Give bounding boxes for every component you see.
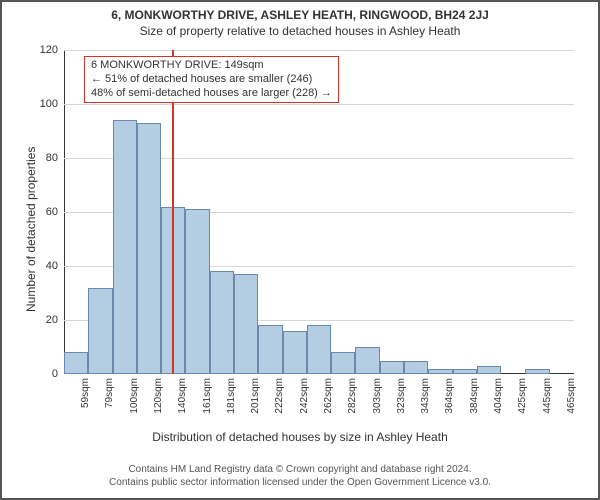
histogram-bar <box>185 209 209 374</box>
gridline <box>64 50 574 51</box>
x-tick-label: 120sqm <box>153 374 164 414</box>
y-tick-label: 100 <box>40 98 64 110</box>
histogram-bar <box>380 361 404 375</box>
reference-info-box: 6 MONKWORTHY DRIVE: 149sqm ← 51% of deta… <box>84 56 339 103</box>
x-axis-label: Distribution of detached houses by size … <box>2 430 598 444</box>
histogram-bar <box>137 123 161 374</box>
x-tick-label: 364sqm <box>444 374 455 414</box>
info-line-2: ← 51% of detached houses are smaller (24… <box>91 73 332 87</box>
footer: Contains HM Land Registry data © Crown c… <box>2 464 598 489</box>
x-tick-label: 303sqm <box>372 374 383 414</box>
histogram-bar <box>64 352 88 374</box>
histogram-bar <box>331 352 355 374</box>
x-tick-label: 445sqm <box>542 374 553 414</box>
chart-title: 6, MONKWORTHY DRIVE, ASHLEY HEATH, RINGW… <box>2 2 598 22</box>
info-line-1: 6 MONKWORTHY DRIVE: 149sqm <box>91 59 332 73</box>
x-tick-label: 79sqm <box>104 374 115 408</box>
y-tick-label: 0 <box>52 368 64 380</box>
y-tick-label: 60 <box>46 206 64 218</box>
histogram-bar <box>113 120 137 374</box>
x-tick-label: 140sqm <box>177 374 188 414</box>
chart-subtitle: Size of property relative to detached ho… <box>2 22 598 38</box>
gridline <box>64 104 574 105</box>
histogram-bar <box>88 288 112 374</box>
histogram-bar <box>283 331 307 374</box>
x-tick-label: 282sqm <box>347 374 358 414</box>
x-tick-label: 100sqm <box>129 374 140 414</box>
y-tick-label: 40 <box>46 260 64 272</box>
x-tick-label: 465sqm <box>566 374 577 414</box>
x-tick-label: 242sqm <box>299 374 310 414</box>
histogram-bar <box>355 347 379 374</box>
histogram-bar <box>477 366 501 374</box>
y-tick-label: 80 <box>46 152 64 164</box>
histogram-bar <box>234 274 258 374</box>
x-tick-label: 222sqm <box>274 374 285 414</box>
histogram-bar <box>404 361 428 375</box>
x-tick-label: 425sqm <box>517 374 528 414</box>
x-tick-label: 181sqm <box>226 374 237 414</box>
x-tick-label: 262sqm <box>323 374 334 414</box>
footer-line-2: Contains public sector information licen… <box>2 477 598 490</box>
histogram-bar <box>258 325 282 374</box>
chart-container: 6, MONKWORTHY DRIVE, ASHLEY HEATH, RINGW… <box>0 0 600 500</box>
x-tick-label: 323sqm <box>396 374 407 414</box>
footer-line-1: Contains HM Land Registry data © Crown c… <box>2 464 598 477</box>
x-tick-label: 343sqm <box>420 374 431 414</box>
y-axis-label: Number of detached properties <box>24 147 38 312</box>
histogram-bar <box>210 271 234 374</box>
y-tick-label: 20 <box>46 314 64 326</box>
x-tick-label: 59sqm <box>80 374 91 408</box>
x-tick-label: 384sqm <box>469 374 480 414</box>
histogram-bar <box>307 325 331 374</box>
y-tick-label: 120 <box>40 44 64 56</box>
x-tick-label: 404sqm <box>493 374 504 414</box>
x-tick-label: 201sqm <box>250 374 261 414</box>
x-tick-label: 161sqm <box>202 374 213 414</box>
info-line-3: 48% of semi-detached houses are larger (… <box>91 87 332 101</box>
